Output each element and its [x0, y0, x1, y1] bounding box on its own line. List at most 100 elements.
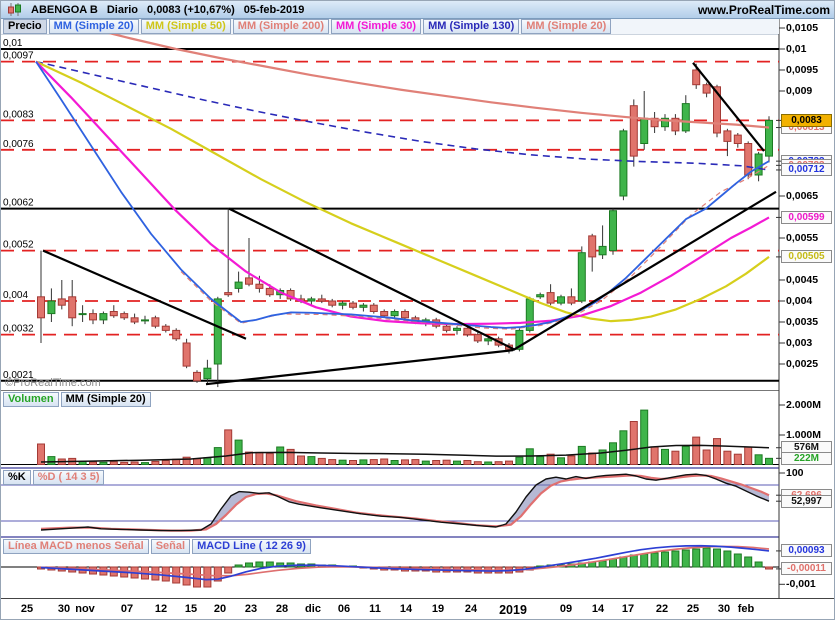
moving-average-line [180, 164, 770, 330]
indicator-legend-button[interactable]: %K [3, 470, 31, 485]
indicator-legend-button[interactable]: MM (Simple 130) [423, 19, 520, 34]
time-axis-label: 06 [337, 603, 351, 615]
macd-histogram-bar [161, 566, 170, 582]
price-value-badge: 0,00712 [781, 163, 832, 177]
volume-bar [473, 461, 482, 466]
candle [193, 370, 201, 383]
candle [99, 311, 108, 325]
volume-bar [141, 462, 149, 466]
price-axis-tick: 0,0065 [786, 190, 819, 202]
candle [401, 309, 409, 320]
candle [338, 301, 347, 310]
indicator-legend-button[interactable]: Línea MACD menos Señal [3, 539, 149, 554]
indicator-legend-button[interactable]: MACD Line ( 12 26 9) [192, 539, 311, 554]
indicator-legend-button[interactable]: MM (Simple 20) [48, 19, 139, 34]
macd-histogram-bar [692, 548, 701, 568]
last-quote: 0,0083 (+10,67%) [147, 3, 235, 16]
price-axis-tick: 0,01 [786, 43, 807, 55]
candle [609, 208, 617, 255]
moving-average-line [88, 26, 770, 129]
price-legend-bar: Precio MM (Simple 20) MM (Simple 50) MM (S… [1, 19, 779, 34]
candle [130, 313, 139, 325]
stoch-d-line [40, 474, 770, 532]
time-axis-label: 07 [120, 603, 134, 615]
volume-axis-tick: 2.000M [786, 399, 822, 411]
macd-histogram-bar [640, 553, 649, 568]
volume-bar [546, 453, 555, 466]
time-axis-label: 25 [686, 603, 700, 615]
indicator-legend-button[interactable]: MM (Simple 200) [232, 19, 329, 34]
symbol-name: ABENGOA B [31, 3, 98, 16]
candle [463, 326, 472, 337]
period-label: Diario [106, 3, 139, 16]
indicator-legend-button[interactable]: MM (Simple 20) [60, 392, 151, 407]
price-value-badge: 0,00599 [781, 210, 832, 224]
candle [213, 296, 222, 388]
macd-histogram-bar [629, 554, 638, 568]
indicator-legend-button[interactable]: MM (Simple 50) [140, 19, 231, 34]
macd-histogram-bar [193, 566, 201, 588]
candle [234, 271, 243, 293]
trendline [512, 190, 777, 352]
candle [203, 359, 212, 385]
macd-histogram-bar [723, 550, 732, 568]
indicator-legend-button[interactable]: MM (Simple 30) [330, 19, 422, 34]
volume-bar [37, 443, 45, 465]
time-axis-label: 19 [431, 603, 445, 615]
candle [733, 133, 742, 148]
time-axis[interactable]: 25 30 nov 07 12 15 20 23 28 dic 06 11 14 19 24 2019 09 14… [1, 599, 779, 619]
volume-bar [661, 448, 669, 465]
volume-bar [369, 459, 378, 466]
price-axis-tick: 0,004 [786, 295, 813, 307]
left-price-label: 0,0062 [3, 198, 34, 209]
macd-histogram-bar [661, 551, 669, 568]
volume-bar [619, 430, 628, 465]
price-value-badge: 0,0083 [781, 113, 832, 127]
volume-value-badge: 222M [781, 451, 832, 465]
volume-bar [536, 456, 545, 466]
time-axis-label: 25 [20, 603, 34, 615]
volume-bar [99, 461, 108, 465]
macd-histogram-bar [245, 562, 253, 568]
volume-bar [733, 453, 742, 466]
time-axis-label: dic [305, 603, 321, 615]
right-price-axis[interactable]: 0,0105 0,01 0,0095 0,009 0,0065 0,0055 0,0045 0… [779, 1, 834, 599]
price-axis-tick: 0,009 [786, 85, 813, 97]
candle [89, 309, 97, 325]
volume-bar [47, 456, 56, 466]
volume-bar [161, 460, 170, 465]
volume-bar [713, 438, 721, 466]
price-panel-label[interactable]: Precio [3, 19, 47, 34]
volume-bar [130, 461, 139, 465]
candle [151, 315, 160, 329]
candle [328, 298, 337, 308]
volume-bar [640, 409, 649, 466]
trendline [205, 349, 514, 386]
volume-bar [255, 451, 264, 465]
candle [661, 114, 669, 131]
macd-histogram-bar [744, 556, 753, 568]
macd-axis-tick: -0,001 [786, 578, 816, 591]
quote-date: 05-feb-2019 [243, 3, 305, 16]
indicator-legend-button[interactable]: Volumen [3, 392, 59, 407]
volume-bar [234, 439, 243, 466]
candle [47, 288, 56, 322]
candle [484, 336, 493, 346]
volume-bar [484, 461, 493, 465]
candle [765, 116, 773, 163]
indicator-legend-button[interactable]: Señal [150, 539, 191, 554]
candle [588, 233, 597, 272]
candle [536, 292, 545, 299]
indicator-legend-button[interactable]: %D ( 14 3 5) [32, 470, 105, 485]
left-price-label: 0,0097 [3, 51, 34, 62]
candle [671, 114, 680, 136]
time-axis-label: 14 [591, 603, 605, 615]
price-axis-tick: 0,0045 [786, 274, 819, 286]
volume-bar [317, 457, 326, 465]
moving-average-line [35, 60, 770, 323]
indicator-legend-button[interactable]: MM (Simple 20) [521, 19, 612, 34]
candle [172, 328, 181, 341]
candle [577, 246, 586, 304]
